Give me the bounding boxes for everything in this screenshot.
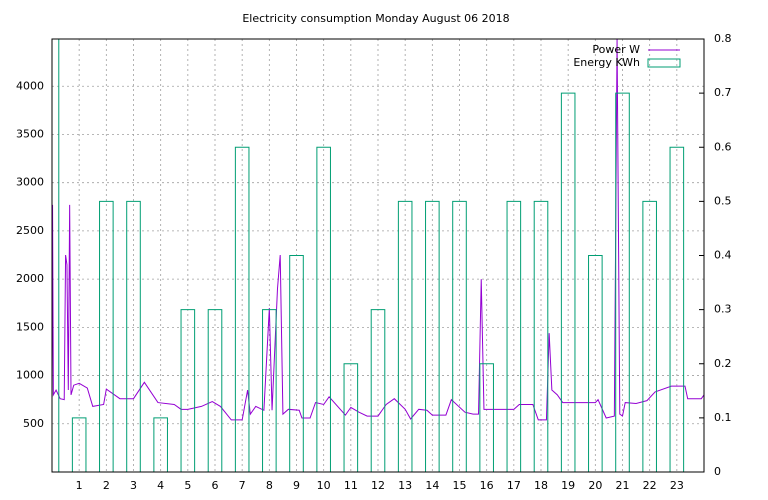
energy-box xyxy=(560,92,576,472)
x-tick-label: 14 xyxy=(425,479,439,492)
x-tick-label: 20 xyxy=(588,479,602,492)
energy-box xyxy=(289,255,304,472)
y2-tick-label: 0.8 xyxy=(714,32,732,45)
x-tick-label: 10 xyxy=(317,479,331,492)
energy-box xyxy=(397,200,413,472)
x-tick-label: 19 xyxy=(561,479,575,492)
legend-label: Power W xyxy=(592,43,640,56)
x-tick-label: 15 xyxy=(453,479,467,492)
power-line xyxy=(52,39,704,421)
y2-tick-label: 0 xyxy=(714,465,721,478)
x-tick-label: 9 xyxy=(293,479,300,492)
energy-box xyxy=(588,255,603,472)
legend-swatch xyxy=(647,58,681,68)
energy-box xyxy=(452,200,467,472)
energy-box xyxy=(180,309,196,472)
x-tick-label: 4 xyxy=(157,479,164,492)
y2-tick-label: 0.1 xyxy=(714,411,732,424)
x-tick-label: 22 xyxy=(643,479,657,492)
energy-box xyxy=(533,200,549,472)
y2-tick-label: 0.7 xyxy=(714,86,732,99)
energy-box xyxy=(669,146,685,472)
x-tick-label: 16 xyxy=(480,479,494,492)
x-tick-label: 11 xyxy=(344,479,358,492)
x-tick-label: 18 xyxy=(534,479,548,492)
energy-box xyxy=(615,92,630,472)
energy-box xyxy=(343,363,359,472)
x-tick-label: 7 xyxy=(239,479,246,492)
x-tick-label: 1 xyxy=(76,479,83,492)
energy-box xyxy=(425,200,440,472)
energy-box xyxy=(316,146,331,472)
y-tick-label: 1000 xyxy=(16,369,44,382)
y2-tick-label: 0.2 xyxy=(714,357,732,370)
y-tick-label: 2000 xyxy=(16,272,44,285)
energy-box xyxy=(234,146,250,472)
energy-box xyxy=(153,417,168,472)
energy-box xyxy=(479,363,494,472)
x-tick-label: 23 xyxy=(670,479,684,492)
x-tick-label: 2 xyxy=(103,479,110,492)
x-tick-label: 12 xyxy=(371,479,385,492)
y-tick-label: 500 xyxy=(23,417,44,430)
chart-title: Electricity consumption Monday August 06… xyxy=(242,12,509,25)
x-tick-label: 21 xyxy=(616,479,630,492)
energy-box xyxy=(207,309,223,472)
y-tick-label: 3500 xyxy=(16,127,44,140)
x-tick-label: 6 xyxy=(212,479,219,492)
y2-tick-label: 0.6 xyxy=(714,140,732,153)
energy-box xyxy=(126,200,141,472)
x-tick-label: 17 xyxy=(507,479,521,492)
energy-box xyxy=(370,309,386,472)
legend-label: Energy KWh xyxy=(573,56,640,69)
y2-tick-label: 0.3 xyxy=(714,303,732,316)
y-tick-label: 2500 xyxy=(16,224,44,237)
energy-box xyxy=(71,417,87,472)
y-tick-label: 4000 xyxy=(16,79,44,92)
y2-tick-label: 0.5 xyxy=(714,194,732,207)
plot-area xyxy=(52,39,704,472)
y-tick-label: 1500 xyxy=(16,320,44,333)
x-tick-label: 8 xyxy=(266,479,273,492)
x-tick-label: 5 xyxy=(184,479,191,492)
energy-box xyxy=(262,309,277,472)
y-tick-label: 3000 xyxy=(16,176,44,189)
y2-tick-label: 0.4 xyxy=(714,249,732,262)
x-tick-label: 13 xyxy=(398,479,412,492)
energy-box xyxy=(52,39,60,472)
x-tick-label: 3 xyxy=(130,479,137,492)
energy-box xyxy=(506,200,522,472)
energy-box xyxy=(99,200,114,472)
energy-box xyxy=(642,200,657,472)
